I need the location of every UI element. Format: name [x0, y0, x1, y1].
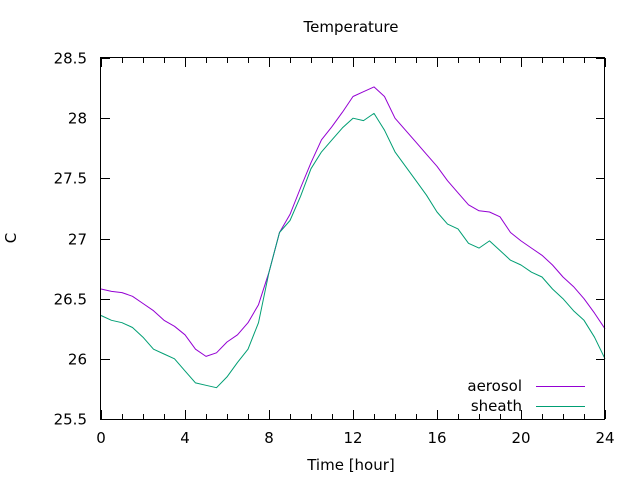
x-tick-label-2: 8 — [264, 429, 274, 447]
x-tick-label-4: 16 — [427, 429, 446, 447]
y-tick-label-5: 28 — [68, 110, 87, 128]
y-tick-label-0: 25.5 — [54, 411, 87, 429]
y-tick-label-2: 26.5 — [54, 291, 87, 309]
x-axis-label: Time [hour] — [306, 456, 395, 474]
legend-label-sheath: sheath — [471, 397, 522, 415]
x-tick-label-3: 12 — [343, 429, 362, 447]
x-tick-label-6: 24 — [595, 429, 614, 447]
chart-title: Temperature — [302, 18, 398, 36]
y-axis-label: C — [2, 233, 20, 243]
y-tick-label-6: 28.5 — [54, 50, 87, 68]
x-tick-label-1: 4 — [180, 429, 190, 447]
legend: aerosol sheath — [467, 377, 585, 415]
series-lines — [100, 86, 606, 389]
x-tick-label-0: 0 — [96, 429, 106, 447]
series-line-sheath — [100, 112, 606, 389]
axis-ticks — [101, 58, 606, 420]
axis-tick-labels: 25.5 26 26.5 27 27.5 28 28.5 0 4 8 12 16 20 24 — [54, 50, 615, 448]
legend-label-aerosol: aerosol — [467, 377, 522, 395]
y-tick-label-4: 27.5 — [54, 170, 87, 188]
series-line-aerosol — [100, 86, 606, 357]
y-tick-label-3: 27 — [68, 231, 87, 249]
x-tick-label-5: 20 — [511, 429, 530, 447]
plot-area-border — [100, 57, 605, 420]
y-tick-label-1: 26 — [68, 351, 87, 369]
